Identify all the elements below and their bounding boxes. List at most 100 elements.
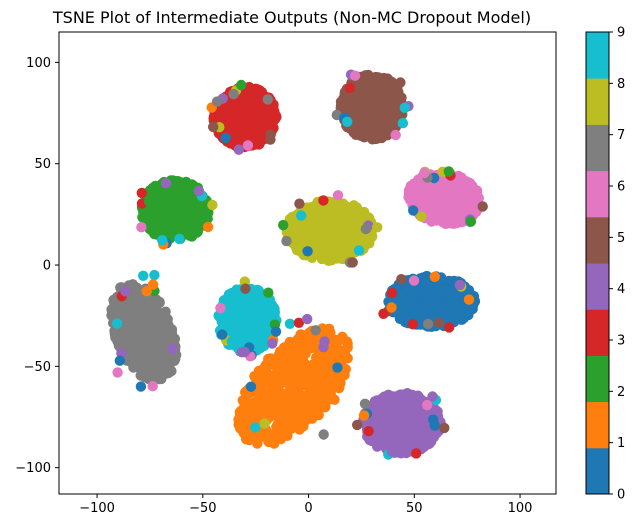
scatter-point xyxy=(129,319,141,330)
cluster-2 xyxy=(136,175,214,244)
scatter-point xyxy=(267,359,279,370)
scatter-point xyxy=(340,200,351,212)
scatter-point xyxy=(324,207,335,218)
scatter-points xyxy=(106,69,488,460)
scatter-point xyxy=(286,350,298,362)
scatter-point xyxy=(392,87,403,98)
scatter-point xyxy=(254,133,265,145)
cluster-7 xyxy=(106,279,182,385)
scatter-point xyxy=(251,85,263,97)
scatter-point xyxy=(166,197,177,208)
scatter-point xyxy=(349,120,361,131)
scatter-point xyxy=(262,390,274,402)
scatter-point xyxy=(367,104,378,116)
cluster-0 xyxy=(383,270,481,332)
scatter-point xyxy=(449,178,460,189)
scatter-point xyxy=(433,304,445,315)
scatter-point xyxy=(172,211,183,222)
scatter-point xyxy=(276,347,288,358)
scatter-point xyxy=(410,408,421,420)
scatter-point xyxy=(413,393,424,404)
scatter-point xyxy=(235,414,246,425)
scatter-point xyxy=(222,121,233,133)
scatter-point xyxy=(135,370,146,381)
scatter-point xyxy=(424,209,435,220)
scatter-point xyxy=(158,191,169,203)
scatter-point xyxy=(238,131,250,142)
scatter-point xyxy=(346,227,358,238)
scatter-point xyxy=(308,409,319,420)
scatter-point xyxy=(230,108,241,119)
scatter-point xyxy=(301,227,312,239)
scatter-point xyxy=(374,91,386,102)
scatter-point xyxy=(381,427,392,438)
scatter-point xyxy=(155,370,167,381)
scatter-point xyxy=(382,391,393,402)
scatter-point xyxy=(401,397,412,408)
scatter-point xyxy=(449,309,460,320)
scatter-point xyxy=(270,385,281,396)
scatter-point xyxy=(157,324,169,335)
scatter-point xyxy=(237,120,248,132)
scatter-point xyxy=(324,229,335,241)
scatter-point xyxy=(381,104,392,115)
scatter-point xyxy=(273,406,284,417)
scatter-point xyxy=(295,410,306,421)
scatter-point xyxy=(363,86,374,97)
scatter-point xyxy=(286,415,298,426)
scatter-point xyxy=(339,369,350,381)
cluster-5 xyxy=(335,69,409,145)
scatter-point xyxy=(294,219,306,231)
scatter-point xyxy=(331,373,342,384)
scatter-point xyxy=(263,115,274,126)
scatter-point xyxy=(445,186,456,198)
scatter-point xyxy=(424,433,435,444)
scatter-point xyxy=(241,113,252,124)
scatter-point xyxy=(390,103,401,114)
scatter-point xyxy=(312,366,323,377)
scatter-point xyxy=(363,69,374,81)
scatter-point xyxy=(153,221,165,232)
scatter-point xyxy=(427,293,439,304)
scatter-point xyxy=(372,112,383,123)
scatter-point xyxy=(394,313,406,324)
scatter-point xyxy=(420,280,431,291)
scatter-point xyxy=(189,204,200,215)
scatter-point xyxy=(257,376,268,387)
scatter-point xyxy=(372,421,383,432)
scatter-point xyxy=(364,434,375,446)
scatter-point xyxy=(239,428,250,440)
scatter-point xyxy=(430,190,442,201)
scatter-point xyxy=(316,253,328,265)
scatter-point xyxy=(121,316,132,327)
scatter-point xyxy=(147,318,159,329)
chart-title: TSNE Plot of Intermediate Outputs (Non-M… xyxy=(52,8,531,27)
scatter-point xyxy=(419,184,430,195)
scatter-point xyxy=(379,73,390,85)
scatter-point xyxy=(461,180,473,191)
scatter-point xyxy=(333,382,345,394)
scatter-point xyxy=(239,101,251,113)
scatter-point xyxy=(396,419,408,431)
scatter-point xyxy=(412,421,424,432)
scatter-point xyxy=(456,202,468,213)
scatter-point xyxy=(268,375,279,387)
scatter-point xyxy=(327,253,339,265)
scatter-point xyxy=(355,211,366,222)
scatter-point xyxy=(131,303,142,314)
scatter-point xyxy=(151,210,162,221)
scatter-point xyxy=(316,358,327,369)
scatter-point xyxy=(295,340,306,351)
scatter-point xyxy=(391,392,402,403)
scatter-point xyxy=(167,332,178,344)
scatter-point xyxy=(360,115,371,126)
scatter-point xyxy=(300,361,311,372)
scatter-point xyxy=(163,207,174,218)
scatter-point xyxy=(189,217,201,229)
scatter-point xyxy=(291,245,303,256)
scatter-point xyxy=(455,298,466,309)
scatter-point xyxy=(342,338,353,349)
scatter-point xyxy=(407,292,418,303)
scatter-point xyxy=(393,429,405,440)
